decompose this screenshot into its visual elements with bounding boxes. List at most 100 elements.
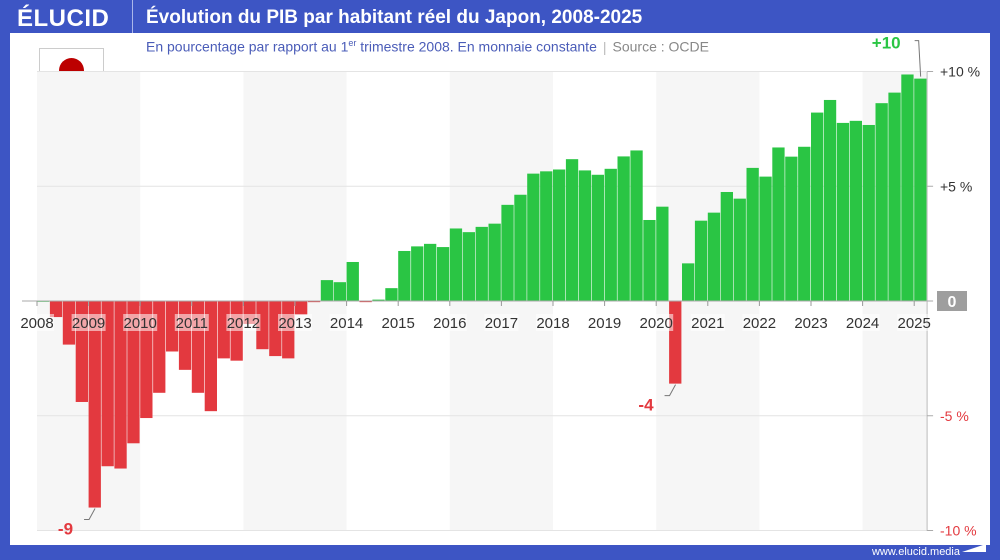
bar [114, 301, 127, 469]
x-label-bg [536, 314, 570, 331]
header-divider [132, 0, 133, 33]
bar [914, 78, 927, 301]
x-tick-label: 2011 [176, 315, 208, 332]
x-label-bg [226, 314, 261, 331]
bar [798, 146, 811, 301]
x-label-bg [20, 314, 54, 331]
bar [127, 301, 140, 444]
bar [462, 232, 475, 301]
x-tick-label: 2012 [227, 315, 260, 332]
bar [411, 246, 424, 301]
zero-label-box [937, 291, 967, 311]
x-label-bg [845, 314, 880, 331]
bar [527, 173, 540, 301]
bar [604, 168, 617, 301]
x-label-bg [639, 314, 674, 331]
bar [295, 301, 308, 315]
bar [875, 103, 888, 302]
bar [888, 92, 901, 301]
x-tick-label: 2009 [72, 315, 105, 332]
annotation-leader [664, 384, 676, 397]
subtitle-text: En pourcentage par rapport au 1 [146, 38, 349, 55]
x-label-bg [278, 314, 312, 331]
x-tick-label: 2015 [382, 315, 415, 332]
subtitle-sup: er [348, 38, 357, 48]
bar [823, 99, 837, 301]
bar [385, 288, 398, 301]
bar [346, 261, 359, 301]
annotation-label: +10 [872, 34, 901, 53]
x-label-bg [329, 314, 364, 331]
subtitle-separator: | [602, 38, 607, 55]
x-tick-label: 2019 [588, 315, 621, 332]
bar [656, 206, 669, 301]
bar [630, 150, 643, 301]
bar [836, 122, 850, 302]
annotation-leader [914, 40, 922, 77]
x-label-bg [123, 314, 158, 331]
x-label-bg [174, 314, 209, 331]
bar [514, 194, 527, 301]
elucid-logo: ÉLUCID [17, 5, 110, 32]
x-tick-label: 2017 [485, 315, 518, 332]
bar [772, 147, 785, 301]
x-tick-label: 2010 [124, 315, 157, 332]
bar [720, 191, 733, 301]
bar [449, 228, 463, 301]
bar [372, 299, 385, 301]
x-label-bg [484, 314, 519, 331]
bar [707, 212, 721, 301]
x-tick-label: 2021 [691, 315, 724, 332]
bar [565, 159, 579, 301]
bar [553, 169, 566, 301]
x-tick-label: 2014 [330, 315, 363, 332]
bar [398, 250, 411, 301]
bar [307, 301, 321, 303]
bar [669, 301, 682, 384]
bar [88, 301, 101, 508]
x-label-bg [897, 314, 932, 331]
bar [475, 226, 488, 301]
x-tick-label: 2024 [846, 315, 879, 332]
bar [62, 301, 76, 345]
bar [811, 112, 824, 301]
x-tick-label: 2008 [20, 315, 53, 332]
bar [333, 282, 346, 301]
x-tick-label: 2023 [794, 315, 827, 332]
bar [694, 220, 708, 301]
bar [733, 198, 746, 301]
x-tick-label: 2025 [898, 315, 931, 332]
x-tick-label: 2016 [433, 315, 466, 332]
bar [746, 167, 759, 301]
annotation-leader [84, 508, 96, 521]
bar [643, 219, 656, 301]
x-label-bg [587, 314, 622, 331]
annotation-label: -4 [638, 396, 654, 415]
x-label-bg [690, 314, 725, 331]
bar [849, 120, 862, 301]
bar [901, 74, 914, 302]
x-tick-label: 2013 [278, 315, 311, 332]
y-tick-label: 0 [948, 294, 957, 311]
bar [424, 243, 437, 301]
bar [785, 156, 798, 301]
bar [166, 301, 179, 352]
bar [178, 301, 192, 370]
bar [49, 301, 63, 318]
bar [488, 223, 501, 301]
y-tick-label: +10 % [940, 64, 980, 80]
footer-url: www.elucid.media [871, 546, 960, 558]
bar [501, 204, 514, 301]
chart-title: Évolution du PIB par habitant réel du Ja… [146, 7, 643, 28]
y-tick-label: -5 % [940, 408, 969, 424]
x-tick-label: 2020 [640, 315, 673, 332]
bar [320, 280, 334, 301]
chart-subtitle: En pourcentage par rapport au 1er trimes… [146, 38, 709, 55]
x-tick-label: 2018 [536, 315, 569, 332]
x-label-bg [381, 314, 416, 331]
x-label-bg [794, 314, 828, 331]
source-text: Source : OCDE [612, 38, 709, 55]
x-tick-label: 2022 [743, 315, 776, 332]
y-tick-label: +5 % [940, 178, 972, 194]
